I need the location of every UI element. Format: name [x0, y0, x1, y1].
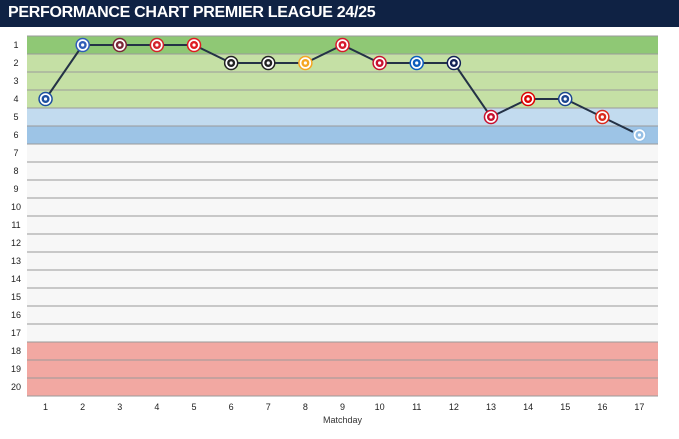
newcastle-crest-icon [223, 55, 239, 71]
x-tick-label: 8 [303, 402, 308, 412]
y-tick-label: 15 [11, 292, 21, 302]
x-tick-label: 6 [229, 402, 234, 412]
x-tick-label: 16 [597, 402, 607, 412]
y-tick-label: 13 [11, 256, 21, 266]
liverpool-crest-icon [483, 109, 499, 125]
y-tick-label: 19 [11, 364, 21, 374]
brighton-crest-icon [409, 55, 424, 71]
chelsea-crest-icon [38, 91, 53, 107]
y-tick-label: 10 [11, 202, 21, 212]
y-tick-label: 11 [11, 220, 20, 230]
y-tick-label: 14 [11, 274, 21, 284]
y-tick-label: 12 [11, 238, 21, 248]
x-tick-label: 4 [154, 402, 159, 412]
wolves-crest-icon [298, 55, 313, 71]
x-tick-label: 13 [486, 402, 496, 412]
crystal-palace-crest-icon [557, 91, 573, 107]
x-tick-label: 7 [266, 402, 271, 412]
x-tick-label: 5 [192, 402, 197, 412]
x-tick-label: 11 [412, 402, 421, 412]
y-tick-label: 1 [13, 40, 18, 50]
zone-band [27, 144, 658, 342]
fulham-crest-icon [261, 55, 276, 71]
brentford-crest-icon [149, 37, 165, 53]
y-tick-label: 4 [13, 94, 18, 104]
arsenal-crest-icon [186, 37, 202, 53]
y-tick-label: 18 [11, 346, 21, 356]
x-tick-label: 12 [449, 402, 459, 412]
y-tick-label: 3 [13, 76, 18, 86]
manchester-united-crest-icon [595, 109, 610, 125]
y-tick-label: 2 [13, 58, 18, 68]
west-ham-crest-icon [112, 37, 128, 53]
x-tick-label: 1 [43, 402, 48, 412]
y-tick-label: 8 [13, 166, 18, 176]
nottingham-forest-crest-icon [520, 91, 536, 107]
x-axis-ticks: 1 2 3 4 5 6 7 8 9 10 11 12 13 14 15 16 17 [43, 402, 644, 412]
zone-band [27, 126, 658, 144]
x-axis-label: Matchday [323, 415, 363, 425]
y-tick-label: 5 [13, 112, 18, 122]
x-tick-label: 2 [80, 402, 85, 412]
x-tick-label: 17 [634, 402, 644, 412]
y-tick-label: 20 [11, 382, 21, 392]
aston-villa-crest-icon [632, 127, 647, 143]
gridlines [27, 35, 658, 397]
x-tick-label: 15 [560, 402, 570, 412]
data-points [38, 37, 647, 143]
y-tick-label: 16 [11, 310, 21, 320]
southampton-crest-icon [335, 37, 350, 53]
tottenham-crest-icon [446, 55, 462, 71]
y-tick-label: 9 [13, 184, 18, 194]
y-tick-label: 7 [13, 148, 18, 158]
bournemouth-crest-icon [372, 55, 387, 71]
y-tick-label: 6 [13, 130, 18, 140]
x-tick-label: 10 [375, 402, 385, 412]
x-tick-label: 3 [117, 402, 122, 412]
title-bar: PERFORMANCE CHART PREMIER LEAGUE 24/25 [0, 0, 679, 27]
y-tick-label: 17 [11, 328, 21, 338]
position-zones [27, 36, 658, 396]
x-tick-label: 9 [340, 402, 345, 412]
x-tick-label: 14 [523, 402, 533, 412]
ipswich-crest-icon [75, 37, 90, 53]
zone-band [27, 342, 658, 396]
zone-band [27, 108, 658, 126]
chart-title: PERFORMANCE CHART PREMIER LEAGUE 24/25 [8, 4, 376, 21]
